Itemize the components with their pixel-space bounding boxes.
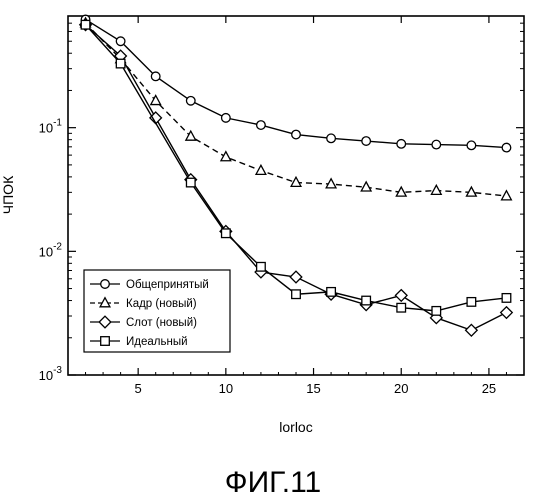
- data-point: [186, 178, 195, 187]
- legend-label: Общепринятый: [126, 279, 209, 291]
- data-point: [467, 298, 476, 307]
- data-point: [327, 288, 336, 297]
- legend-label: Слот (новый): [126, 317, 197, 329]
- data-point: [81, 20, 90, 29]
- legend-marker: [101, 280, 110, 289]
- series-2: [81, 18, 512, 200]
- data-point: [116, 59, 125, 68]
- data-point: [466, 324, 478, 336]
- x-tick-label: 25: [482, 381, 496, 396]
- data-point: [362, 137, 371, 146]
- legend-label: Идеальный: [126, 336, 188, 348]
- data-point: [222, 114, 231, 123]
- data-point: [290, 271, 302, 283]
- y-tick-label: 10-1: [39, 118, 63, 136]
- data-point: [467, 141, 476, 150]
- x-tick-label: 15: [306, 381, 320, 396]
- data-point: [361, 182, 371, 191]
- data-point: [395, 290, 407, 302]
- y-tick-label: 10-2: [39, 241, 63, 259]
- data-point: [292, 130, 301, 139]
- y-tick-label: 10-3: [39, 365, 63, 383]
- series-line: [86, 25, 507, 311]
- x-axis-label: lorloc: [279, 419, 312, 435]
- x-tick-label: 20: [394, 381, 408, 396]
- data-point: [397, 140, 406, 149]
- data-point: [502, 294, 511, 303]
- data-point: [502, 191, 512, 200]
- series-line: [86, 23, 507, 196]
- data-point: [327, 134, 336, 143]
- figure-caption: ФИГ.11: [225, 466, 321, 499]
- series-1: [81, 15, 511, 152]
- x-tick-label: 10: [219, 381, 233, 396]
- data-point: [292, 290, 301, 299]
- data-point: [256, 165, 266, 174]
- data-point: [151, 95, 161, 104]
- data-point: [257, 121, 266, 130]
- data-point: [222, 229, 231, 238]
- x-tick-label: 5: [135, 381, 142, 396]
- legend-label: Кадр (новый): [126, 298, 197, 310]
- data-point: [501, 307, 513, 319]
- data-point: [291, 177, 301, 186]
- data-point: [116, 37, 125, 46]
- data-point: [362, 296, 371, 305]
- data-point: [221, 152, 231, 161]
- data-point: [431, 185, 441, 194]
- data-point: [257, 262, 266, 271]
- data-point: [186, 131, 196, 140]
- series-line: [86, 19, 507, 147]
- data-point: [432, 307, 441, 316]
- data-point: [397, 303, 406, 312]
- data-point: [432, 140, 441, 149]
- legend-marker: [101, 337, 110, 346]
- data-point: [186, 96, 195, 105]
- data-point: [151, 72, 160, 81]
- y-axis-label: ЧПОК: [0, 175, 16, 214]
- legend: Общепринятый Кадр (новый) Слот (новый) Идеа…: [84, 270, 230, 352]
- data-point: [502, 143, 511, 152]
